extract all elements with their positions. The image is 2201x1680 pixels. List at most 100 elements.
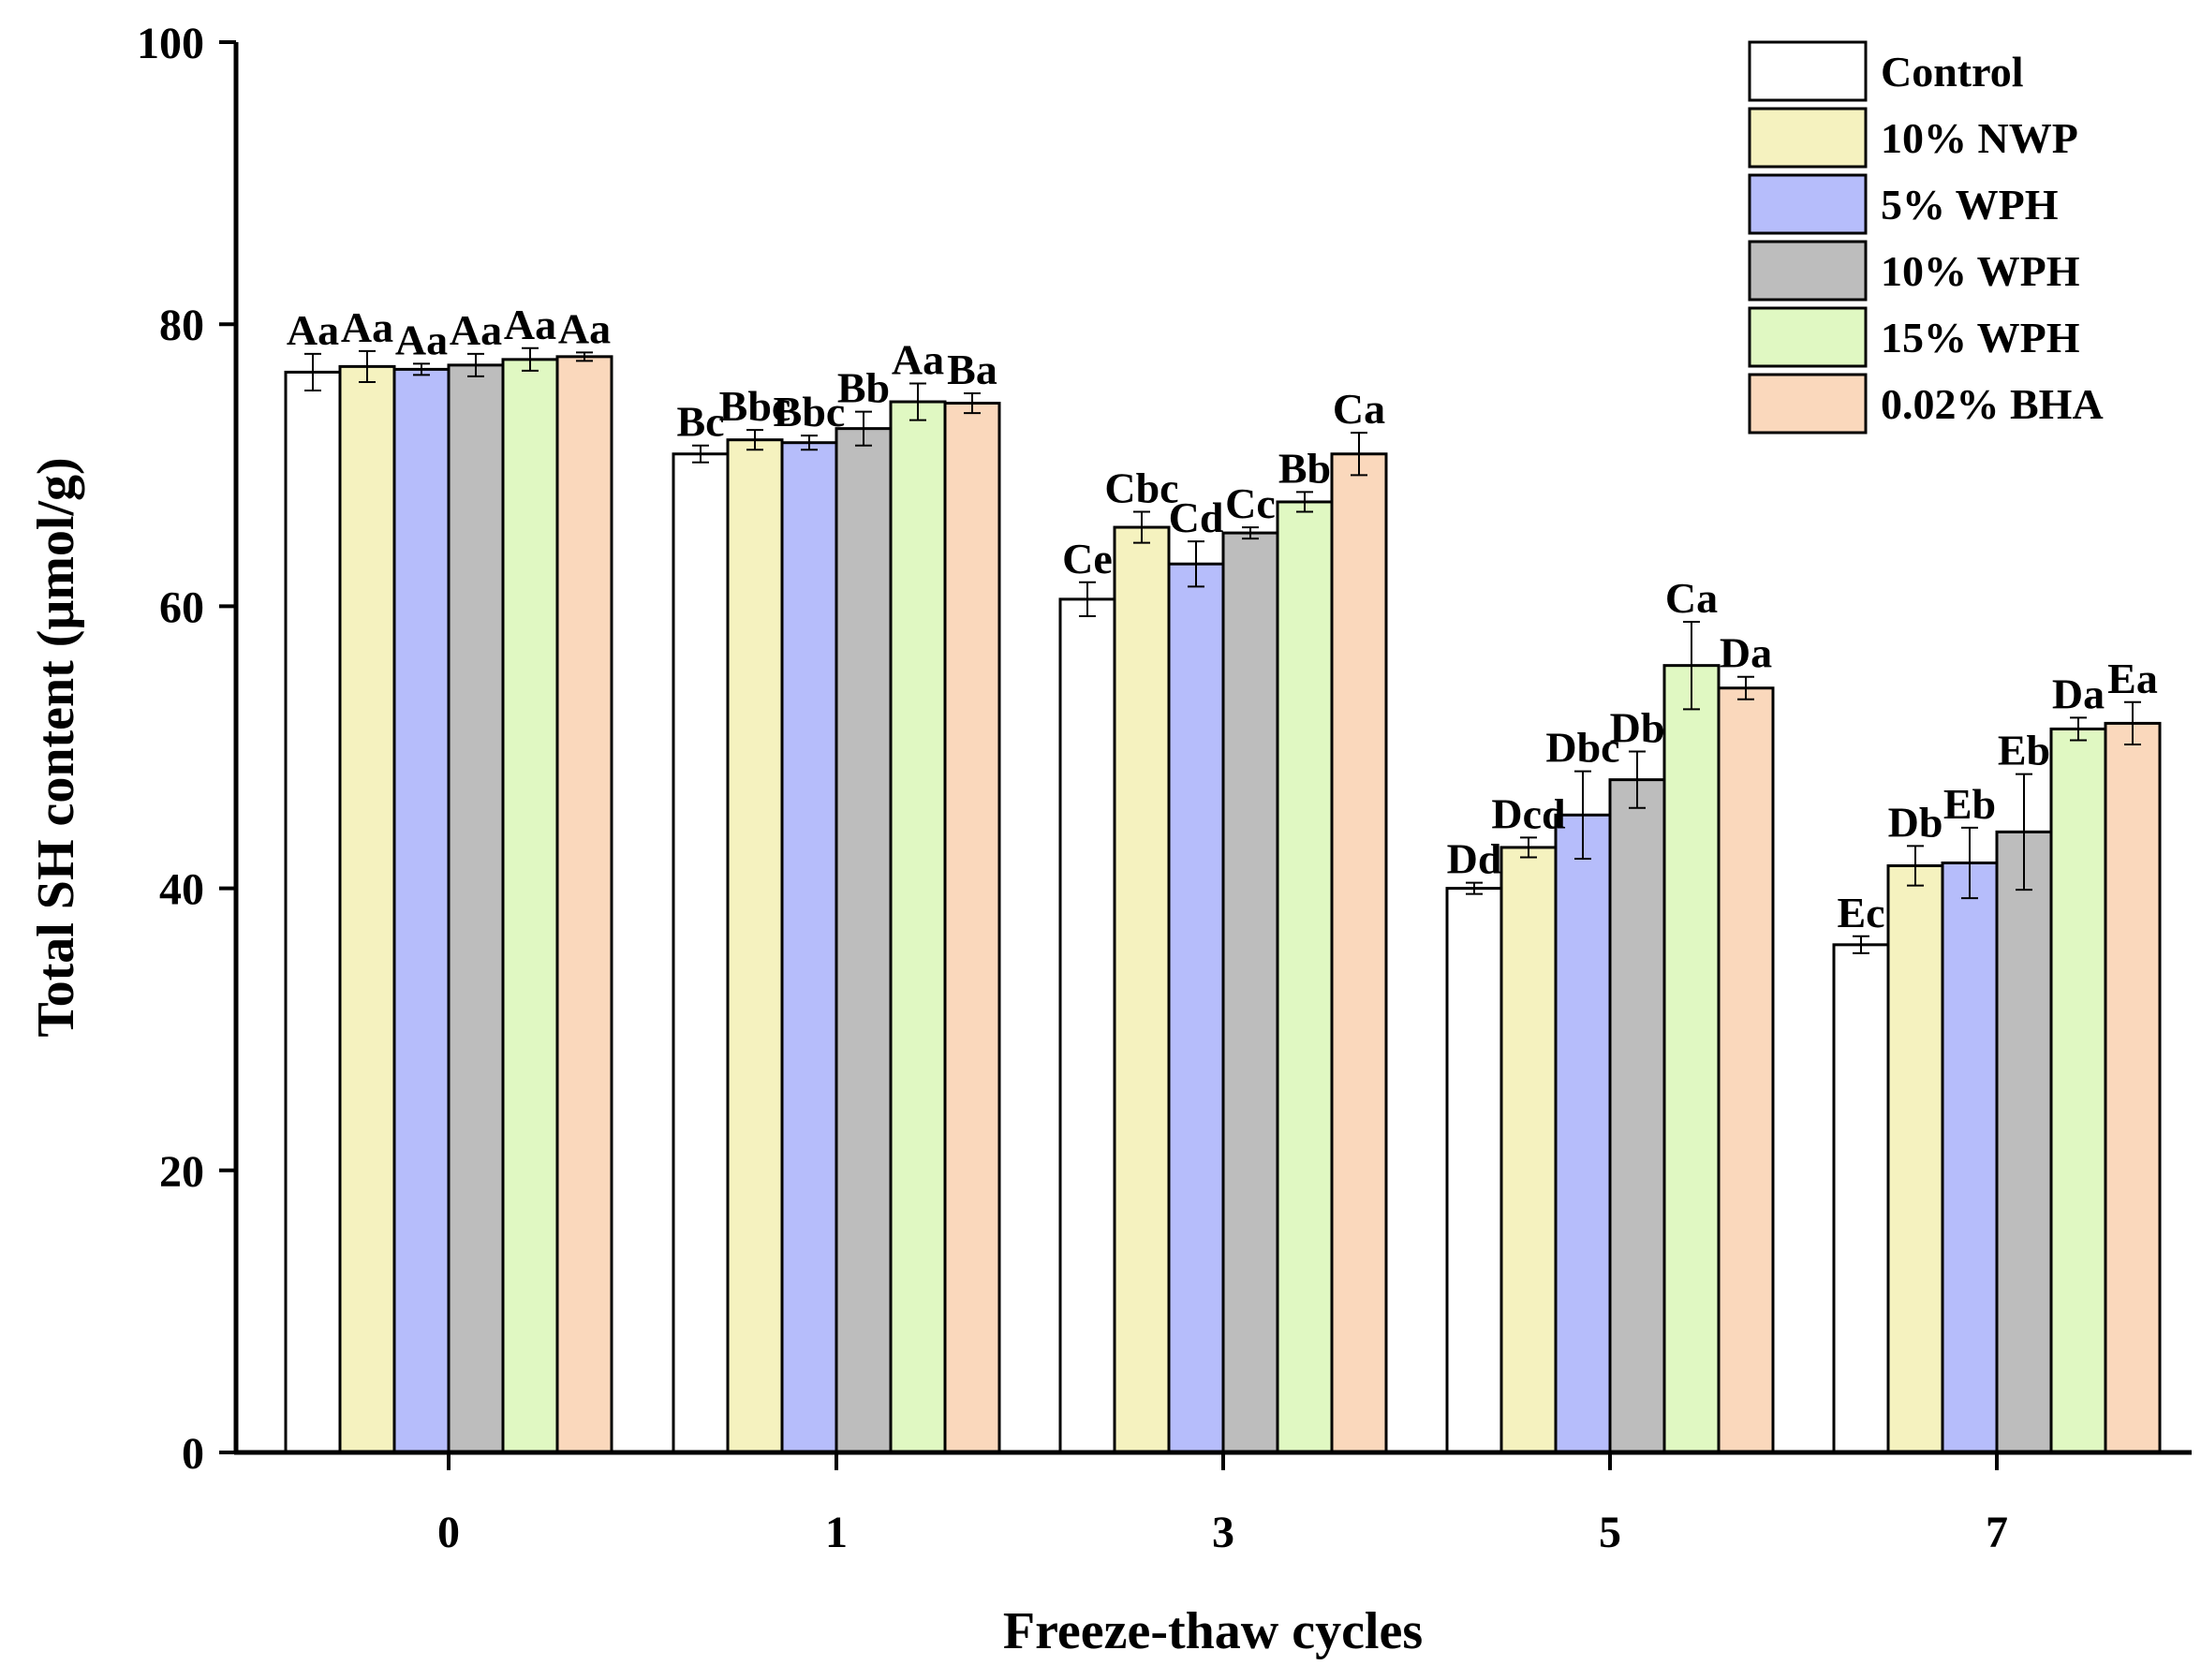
bar	[1608, 778, 1666, 1454]
significance-label: Db	[1610, 704, 1665, 752]
legend-swatch	[1748, 306, 1868, 368]
bar	[1330, 452, 1388, 1454]
bar	[1995, 830, 2053, 1454]
y-tick-label: 80	[159, 301, 204, 350]
bar	[447, 363, 505, 1454]
error-bar	[1351, 432, 1367, 477]
error-bar	[2016, 773, 2032, 892]
error-bar	[1296, 491, 1313, 513]
legend-swatch	[1748, 107, 1868, 169]
significance-label: Ca	[1665, 574, 1718, 622]
bar	[889, 400, 947, 1454]
bar	[1886, 864, 1944, 1454]
y-axis-title: Total SH content (μmol/g)	[27, 457, 85, 1037]
error-bar	[2070, 716, 2087, 742]
x-tick-label: 7	[1986, 1508, 2008, 1557]
y-tick-label: 20	[159, 1147, 204, 1197]
bar	[1276, 500, 1334, 1454]
x-tick-label: 3	[1212, 1508, 1234, 1557]
legend: Control 10% NWP 5% WPH 10% WPH 15% WPH 0.02% …	[1748, 40, 2104, 435]
error-bar	[801, 435, 818, 451]
significance-label: Aa	[558, 304, 611, 352]
y-tick-label: 0	[182, 1429, 204, 1479]
x-axis-title: Freeze-thaw cycles	[1003, 1602, 1423, 1660]
error-bar	[1079, 581, 1096, 617]
error-bar	[1629, 750, 1646, 809]
bar	[1221, 531, 1279, 1454]
bar	[1445, 887, 1503, 1454]
significance-label: Ec	[1837, 889, 1884, 936]
error-bar	[1574, 770, 1591, 860]
bar	[338, 364, 396, 1454]
bar	[501, 358, 559, 1454]
bar	[672, 452, 730, 1454]
bar	[1167, 562, 1225, 1454]
bar	[1941, 861, 1999, 1454]
significance-label: Da	[1720, 629, 1772, 677]
bars-layer	[284, 355, 2162, 1454]
significance-label: Eb	[1998, 727, 2050, 774]
error-bars-layer	[304, 346, 2141, 954]
legend-label: 5% WPH	[1881, 181, 2059, 228]
bar	[392, 367, 451, 1454]
significance-label: Aa	[341, 303, 393, 351]
significance-label: Ce	[1062, 535, 1113, 582]
bar	[1113, 525, 1171, 1454]
y-ticks: 0 20 40 60 80 100	[137, 19, 236, 1479]
x-tick-label: 1	[825, 1508, 848, 1557]
error-bar	[413, 362, 430, 376]
significance-label: Dbc	[1545, 724, 1619, 772]
bar	[943, 402, 1001, 1454]
significance-label: Aa	[287, 306, 339, 354]
significance-label: Cc	[1225, 479, 1276, 527]
legend-label: 10% NWP	[1881, 114, 2078, 162]
bar	[1717, 686, 1775, 1454]
bar	[1662, 664, 1721, 1454]
error-bar	[692, 444, 709, 464]
bar	[2049, 727, 2107, 1454]
error-bar	[855, 410, 872, 447]
bar	[726, 438, 784, 1454]
significance-label: Cd	[1169, 494, 1224, 541]
significance-label: Bc	[676, 398, 724, 446]
error-bar	[1188, 540, 1204, 588]
error-bar	[467, 352, 484, 377]
bar	[555, 355, 613, 1454]
bar	[2104, 721, 2162, 1454]
error-bar	[1853, 935, 1869, 954]
significance-label: Bbc	[774, 388, 846, 435]
y-tick-label: 40	[159, 865, 204, 915]
legend-label: 0.02% BHA	[1881, 380, 2104, 428]
significance-label: Bb	[1278, 444, 1331, 492]
bar	[1499, 846, 1558, 1454]
significance-label: Aa	[504, 301, 556, 348]
significance-label: Cbc	[1104, 464, 1178, 511]
significance-label: Dd	[1447, 835, 1502, 883]
bar	[1832, 943, 1890, 1454]
legend-label: Control	[1881, 48, 2024, 96]
error-bar	[964, 391, 981, 415]
error-bar	[522, 346, 539, 372]
legend-label: 15% WPH	[1881, 314, 2080, 361]
bar	[780, 441, 838, 1454]
error-bar	[304, 352, 321, 391]
legend-swatch	[1748, 373, 1868, 435]
error-bar	[1737, 675, 1754, 700]
error-bar	[359, 349, 376, 383]
error-bar	[1683, 620, 1700, 711]
error-bar	[1520, 836, 1537, 859]
x-tick-label: 0	[437, 1508, 460, 1557]
error-bar	[576, 351, 593, 362]
bar	[1058, 597, 1116, 1454]
y-tick-label: 60	[159, 582, 204, 632]
legend-swatch	[1748, 240, 1868, 302]
legend-label: 10% WPH	[1881, 247, 2080, 295]
legend-swatch	[1748, 40, 1868, 102]
error-bar	[1907, 845, 1924, 887]
x-ticks: 0 1 3 5 7	[437, 1452, 2008, 1557]
error-bar	[1466, 881, 1483, 895]
error-bar	[1133, 510, 1150, 544]
significance-label: Aa	[450, 306, 502, 354]
